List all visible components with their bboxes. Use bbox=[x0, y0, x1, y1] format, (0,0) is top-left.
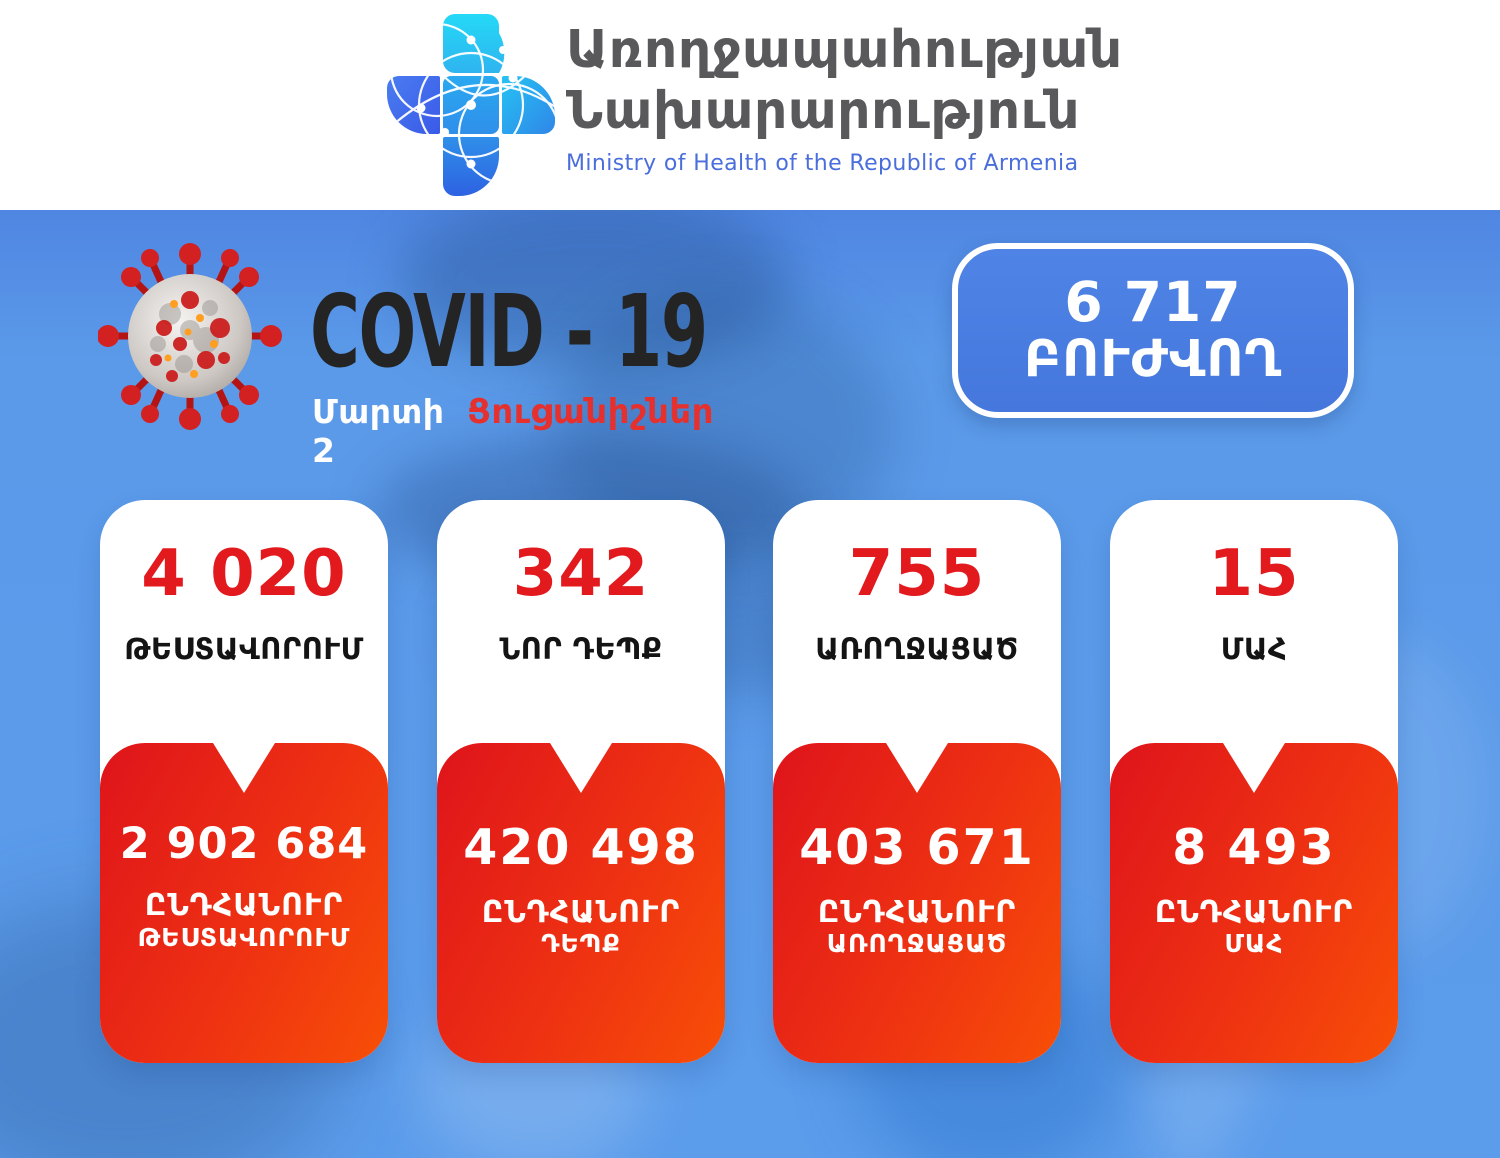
ministry-title-block: Առողջապահության Նախարարություն Ministry … bbox=[566, 20, 1123, 176]
card-top-value: 4 020 bbox=[141, 537, 347, 611]
stat-card-deaths: 15 ՄԱՀ 8 493 ԸՆԴՀԱՆՈՒՐ ՄԱՀ bbox=[1110, 500, 1398, 1063]
main-section: COVID - 19 Մարտի 2 Ցուցանիշներ 6 717 ԲՈՒ… bbox=[0, 210, 1500, 1158]
indicators-label: Ցուցանիշներ bbox=[467, 392, 714, 432]
card-top-section: 15 ՄԱՀ bbox=[1110, 500, 1398, 666]
notch-shape bbox=[213, 743, 275, 793]
card-top-label: ՄԱՀ bbox=[1220, 632, 1288, 666]
card-top-label: ԱՌՈՂՋԱՑԱԾ bbox=[815, 632, 1019, 666]
card-top-section: 755 ԱՌՈՂՋԱՑԱԾ bbox=[773, 500, 1061, 666]
ministry-logo-icon bbox=[385, 12, 557, 198]
card-bottom-value: 403 671 bbox=[799, 819, 1035, 876]
card-bottom-label-line2: ԹԵՍՏԱՎՈՐՈՒՄ bbox=[137, 922, 351, 952]
stat-card-new-cases: 342 ՆՈՐ ԴԵՊՔ 420 498 ԸՆԴՀԱՆՈՒՐ ԴԵՊՔ bbox=[437, 500, 725, 1063]
notch-shape bbox=[550, 743, 612, 793]
ministry-title-line2: Նախարարություն bbox=[566, 81, 1080, 141]
card-bottom-section: 403 671 ԸՆԴՀԱՆՈՒՐ ԱՌՈՂՋԱՑԱԾ bbox=[773, 743, 1061, 1063]
card-top-value: 15 bbox=[1208, 537, 1300, 611]
treated-value: 6 717 bbox=[1064, 269, 1242, 334]
report-date: Մարտի 2 bbox=[312, 392, 445, 470]
card-bottom-section: 420 498 ԸՆԴՀԱՆՈՒՐ ԴԵՊՔ bbox=[437, 743, 725, 1063]
stat-card-recovered: 755 ԱՌՈՂՋԱՑԱԾ 403 671 ԸՆԴՀԱՆՈՒՐ ԱՌՈՂՋԱՑԱ… bbox=[773, 500, 1061, 1063]
card-top-value: 342 bbox=[512, 537, 650, 611]
card-bottom-section: 8 493 ԸՆԴՀԱՆՈՒՐ ՄԱՀ bbox=[1110, 743, 1398, 1063]
covid-title: COVID - 19 bbox=[310, 273, 708, 390]
card-bottom-label-line1: ԸՆԴՀԱՆՈՒՐ bbox=[144, 888, 344, 924]
card-bottom-value: 2 902 684 bbox=[119, 819, 369, 869]
treated-badge: 6 717 ԲՈՒԺՎՈՂ bbox=[952, 243, 1354, 418]
notch-shape bbox=[886, 743, 948, 793]
card-top-label: ԹԵՍՏԱՎՈՐՈՒՄ bbox=[124, 632, 364, 666]
ministry-title-line1: Առողջապահության bbox=[566, 20, 1123, 80]
card-top-section: 4 020 ԹԵՍՏԱՎՈՐՈՒՄ bbox=[100, 500, 388, 666]
card-bottom-section: 2 902 684 ԸՆԴՀԱՆՈՒՐ ԹԵՍՏԱՎՈՐՈՒՄ bbox=[100, 743, 388, 1063]
card-top-label: ՆՈՐ ԴԵՊՔ bbox=[499, 632, 663, 666]
card-bottom-label-line1: ԸՆԴՀԱՆՈՒՐ bbox=[481, 894, 681, 930]
notch-shape bbox=[1223, 743, 1285, 793]
coronavirus-icon bbox=[97, 242, 282, 430]
card-top-section: 342 ՆՈՐ ԴԵՊՔ bbox=[437, 500, 725, 666]
card-bottom-value: 8 493 bbox=[1172, 819, 1336, 876]
covid-subrow: Մարտի 2 Ցուցանիշներ bbox=[312, 392, 714, 470]
card-bottom-value: 420 498 bbox=[463, 819, 699, 876]
card-bottom-label-line1: ԸՆԴՀԱՆՈՒՐ bbox=[1154, 894, 1354, 930]
card-bottom-label-line2: ԴԵՊՔ bbox=[541, 929, 621, 959]
card-bottom-label-line2: ՄԱՀ bbox=[1224, 929, 1284, 959]
card-bottom-label-line1: ԸՆԴՀԱՆՈՒՐ bbox=[817, 894, 1017, 930]
card-top-value: 755 bbox=[848, 537, 986, 611]
card-bottom-label-line2: ԱՌՈՂՋԱՑԱԾ bbox=[826, 929, 1008, 959]
treated-label: ԲՈՒԺՎՈՂ bbox=[1023, 330, 1283, 390]
stat-card-testing: 4 020 ԹԵՍՏԱՎՈՐՈՒՄ 2 902 684 ԸՆԴՀԱՆՈՒՐ ԹԵ… bbox=[100, 500, 388, 1063]
header: Առողջապահության Նախարարություն Ministry … bbox=[0, 0, 1500, 210]
ministry-subtitle: Ministry of Health of the Republic of Ar… bbox=[566, 151, 1079, 176]
